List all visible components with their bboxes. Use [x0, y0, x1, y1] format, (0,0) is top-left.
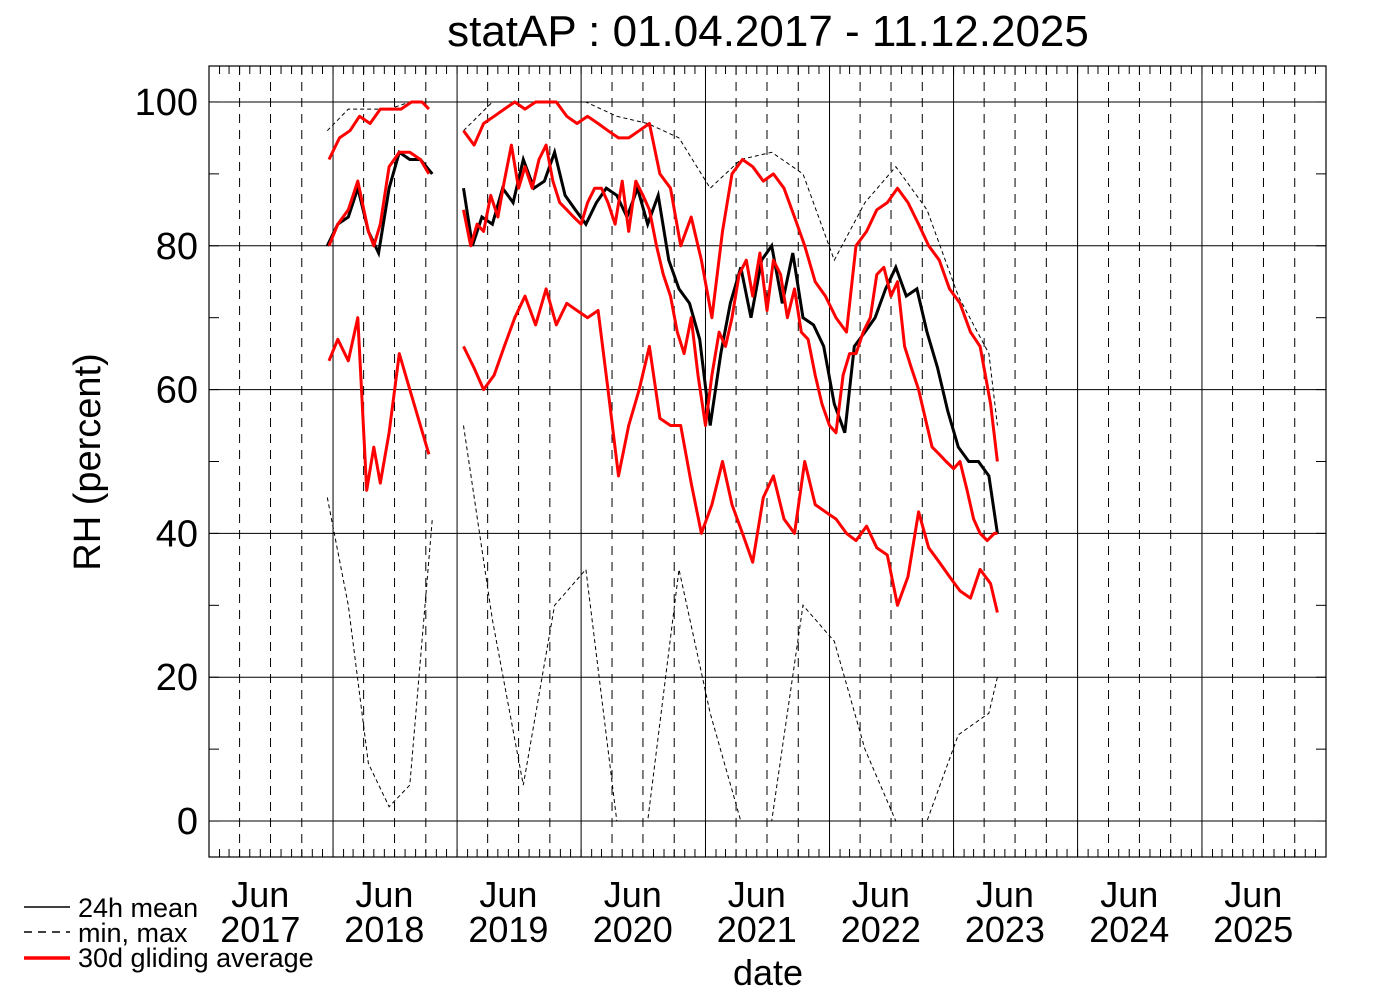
x-tick-label-year: 2017: [220, 909, 300, 950]
series-max-line: [326, 101, 433, 132]
min-max-series: [326, 101, 998, 822]
series-min-line: [463, 425, 998, 822]
gliding-average-series: [327, 100, 999, 613]
series-gliding-max-line: [327, 100, 430, 161]
x-tick-label-year: 2019: [468, 909, 548, 950]
chart-title: statAP : 01.04.2017 - 11.12.2025: [447, 7, 1089, 56]
x-tick-label-year: 2020: [593, 909, 673, 950]
x-tick-label-month: Jun: [1100, 874, 1158, 915]
x-tick-label-month: Jun: [231, 874, 289, 915]
y-axis: 0 20 40 60 80 100: [135, 82, 1326, 843]
x-tick-label-month: Jun: [728, 874, 786, 915]
y-axis-label: RH (percent): [67, 353, 109, 571]
series-24h-mean-line: [325, 149, 434, 259]
x-tick-label-year: 2024: [1089, 909, 1169, 950]
x-tick-label-year: 2022: [841, 909, 921, 950]
y-tick-label: 0: [177, 801, 198, 843]
grid-lines: [209, 66, 1326, 857]
series-gliding-min-line: [462, 287, 999, 613]
legend: 24h mean min, max 30d gliding average: [24, 893, 314, 973]
legend-label-mean: 24h mean: [78, 893, 198, 923]
y-tick-label: 100: [135, 82, 198, 124]
legend-label-gliding: 30d gliding average: [78, 943, 314, 973]
y-tick-label: 20: [156, 657, 198, 699]
series-gliding-min-line: [327, 316, 431, 492]
series-gliding-mean-line: [327, 150, 431, 248]
series-min-line: [326, 497, 433, 808]
y-tick-label: 40: [156, 513, 198, 555]
y-tick-label: 80: [156, 226, 198, 268]
x-tick-label-month: Jun: [604, 874, 662, 915]
x-axis: Jun2017Jun2018Jun2019Jun2020Jun2021Jun20…: [208, 66, 1316, 950]
x-tick-label-year: 2025: [1213, 909, 1293, 950]
x-tick-label-month: Jun: [355, 874, 413, 915]
mean-series: [325, 147, 999, 534]
x-tick-label-year: 2023: [965, 909, 1045, 950]
series-gliding-max-line: [462, 100, 999, 462]
x-tick-label-year: 2021: [717, 909, 797, 950]
series-24h-mean-line: [462, 147, 999, 534]
y-tick-label: 60: [156, 370, 198, 412]
series-gliding-mean-line: [462, 143, 998, 543]
legend-label-minmax: min, max: [78, 918, 188, 948]
x-tick-label-month: Jun: [1224, 874, 1282, 915]
x-tick-label-month: Jun: [976, 874, 1034, 915]
x-axis-label: date: [733, 952, 803, 992]
x-tick-label-month: Jun: [479, 874, 537, 915]
x-tick-label-year: 2018: [344, 909, 424, 950]
x-tick-label-month: Jun: [852, 874, 910, 915]
